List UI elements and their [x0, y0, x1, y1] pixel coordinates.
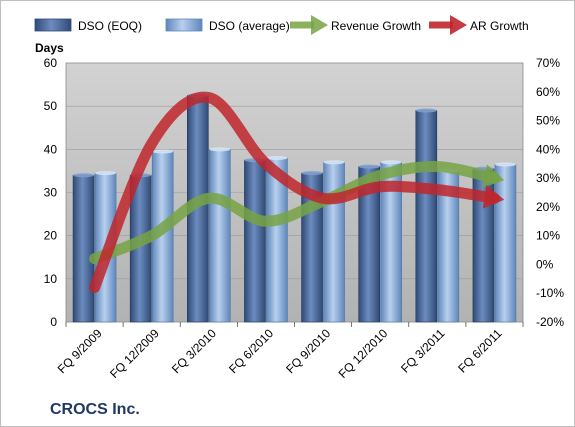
- bar-top-dso-eoq-fq-3-2011: [415, 108, 437, 113]
- bar-dso-average-fq-6-2011: [494, 164, 517, 323]
- bar-dso-eoq-fq-3-2011: [415, 110, 438, 323]
- bar-top-dso-average-fq-6-2011: [494, 162, 516, 167]
- y-tick-label: 20: [44, 229, 58, 243]
- x-tick-label-fq-6-2010: FQ 6/2010: [226, 326, 276, 376]
- bar-top-dso-eoq-fq-12-2010: [358, 164, 380, 169]
- x-tick-label-fq-3-2010: FQ 3/2010: [169, 326, 219, 376]
- y2-tick-label: 50%: [536, 114, 560, 128]
- legend-label-dso-average: DSO (average): [209, 19, 290, 33]
- x-tick-label-fq-12-2009: FQ 12/2009: [107, 326, 162, 381]
- legend: DSO (EOQ) DSO (average) Revenue Growth A…: [34, 15, 529, 35]
- growth-lines-layer: [89, 91, 505, 293]
- bar-top-dso-eoq-fq-9-2009: [73, 173, 95, 178]
- y2-tick-label: 70%: [536, 56, 560, 70]
- x-tick-label-fq-3-2011: FQ 3/2011: [398, 326, 448, 376]
- y2-tick-label: -20%: [536, 315, 564, 329]
- y2-tick-label: 60%: [536, 85, 560, 99]
- y-tick-label: 50: [44, 99, 58, 113]
- x-tick-label-fq-6-2011: FQ 6/2011: [455, 326, 505, 376]
- y2-tick-label: 40%: [536, 142, 560, 156]
- bar-dso-eoq-fq-6-2010: [244, 159, 266, 323]
- bar-top-dso-average-fq-6-2010: [266, 155, 288, 160]
- legend-swatch-dso-average: [165, 18, 203, 32]
- y2-tick-label: 30%: [536, 171, 560, 185]
- bar-dso-average-fq-9-2010: [323, 161, 345, 323]
- bar-dso-eoq-fq-9-2009: [72, 174, 95, 323]
- line-ar-growth: [89, 91, 500, 293]
- y2-tick-label: -10%: [536, 286, 564, 300]
- y-tick-label: 30: [44, 186, 58, 200]
- y-tick-label: 10: [44, 272, 58, 286]
- category-axis-ticks: FQ 9/2009 FQ 12/2009 FQ 3/2010 FQ 6/2010 FQ …: [55, 322, 524, 381]
- line-revenue-growth: [89, 161, 500, 265]
- y-tick-label: 0: [50, 315, 57, 329]
- legend-label-revenue-growth: Revenue Growth: [331, 19, 421, 33]
- bar-top-dso-eoq-fq-9-2010: [301, 171, 323, 176]
- x-tick-label-fq-9-2009: FQ 9/2009: [55, 326, 105, 376]
- y2-tick-label: 10%: [536, 229, 560, 243]
- legend-label-ar-growth: AR Growth: [470, 19, 529, 33]
- x-tick-label-fq-9-2010: FQ 9/2010: [283, 326, 333, 376]
- legend-arrow-ar-growth: [429, 15, 467, 35]
- legend-swatch-dso-eoq: [34, 18, 72, 32]
- arrowhead-revenue-growth: [482, 164, 505, 188]
- arrowhead-ar-growth: [482, 184, 505, 209]
- bar-top-dso-average-fq-12-2010: [380, 160, 402, 165]
- y-tick-label: 40: [44, 142, 58, 156]
- right-axis-ticks: -20% -10% 0% 10% 20% 30% 40% 50% 60% 70%: [536, 56, 564, 329]
- bar-top-dso-average-fq-9-2009: [95, 171, 117, 176]
- bar-dso-average-fq-3-2010: [209, 149, 231, 323]
- left-axis-ticks: 0 10 20 30 40 50 60: [44, 56, 58, 329]
- chart-title: CROCS Inc.: [50, 401, 140, 418]
- legend-label-dso-eoq: DSO (EOQ): [78, 19, 142, 33]
- bar-top-dso-average-fq-3-2010: [209, 147, 231, 152]
- y2-tick-label: 20%: [536, 200, 560, 214]
- y-tick-label: 60: [44, 56, 58, 70]
- legend-arrow-revenue-growth: [290, 15, 328, 35]
- bar-top-dso-average-fq-9-2010: [323, 160, 345, 165]
- x-tick-label-fq-12-2010: FQ 12/2010: [336, 326, 391, 381]
- bar-top-dso-average-fq-12-2009: [152, 149, 174, 154]
- y-axis-title: Days: [35, 41, 64, 55]
- y2-tick-label: 0%: [536, 257, 554, 271]
